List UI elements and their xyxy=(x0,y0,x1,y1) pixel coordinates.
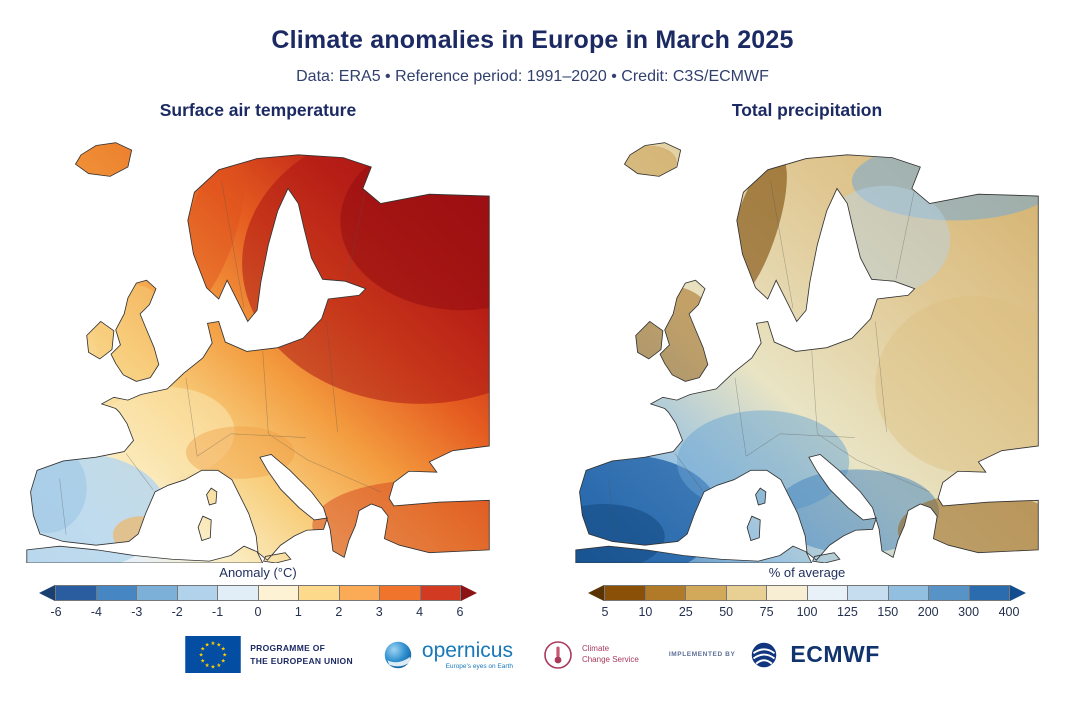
page-subtitle: Data: ERA5 • Reference period: 1991–2020… xyxy=(296,68,769,85)
copernicus-tagline: Europe's eyes on Earth xyxy=(445,662,513,670)
colorbar-segment xyxy=(56,586,96,600)
page-title: Climate anomalies in Europe in March 202… xyxy=(271,26,794,54)
colorbar-tick-label: 4 xyxy=(416,605,424,619)
colorbar-tick-label: -1 xyxy=(212,605,224,619)
colorbar-segment xyxy=(848,586,888,600)
climate-change-service-text: Climate Change Service xyxy=(582,644,639,666)
colorbar-tick-label: 2 xyxy=(335,605,343,619)
precipitation-legend: % of average 5 10 25 50 75 100 125 150 200 300 400 xyxy=(555,565,1060,620)
colorbar-tick-label: 25 xyxy=(678,605,693,619)
colorbar-tick-label: -2 xyxy=(171,605,183,619)
ecmwf-logo: IMPLEMENTED BY ECMWF xyxy=(669,641,880,669)
colorbar-tick-label: 50 xyxy=(719,605,734,619)
colorbar-segments xyxy=(55,585,461,601)
colorbar-arrow-left xyxy=(588,585,604,601)
colorbar-tick-label: 125 xyxy=(836,605,858,619)
copernicus-wordmark: opernicus xyxy=(421,638,513,662)
svg-text:★: ★ xyxy=(221,657,226,664)
colorbar-segment xyxy=(686,586,726,600)
colorbar-tick-label: 200 xyxy=(917,605,939,619)
c3s-line1: Climate xyxy=(581,643,610,653)
svg-text:★: ★ xyxy=(205,641,210,648)
colorbar-tick-label: 5 xyxy=(601,605,609,619)
svg-text:★: ★ xyxy=(217,662,222,669)
colorbar-segment xyxy=(137,586,177,600)
copernicus-globe-icon xyxy=(384,641,412,668)
climate-change-service-logo: Climate Change Service xyxy=(543,640,639,670)
eu-programme-line1: PROGRAMME OF xyxy=(250,643,326,654)
colorbar-tick-label: -4 xyxy=(90,605,102,619)
implemented-by-label: IMPLEMENTED BY xyxy=(668,651,736,658)
colorbar-tick-label: 0 xyxy=(254,605,262,619)
colorbar-segment xyxy=(420,586,460,600)
footer-logos: ★ ★ ★ ★ ★ ★ ★ ★ ★ ★ ★ ★ PROGRAMME OF THE EUROPEAN U… xyxy=(0,636,1065,673)
temperature-legend: Anomaly (°C) -6 -4 -3 -2 -1 0 1 2 3 4 6 xyxy=(6,565,511,620)
ecmwf-wordmark: ECMWF xyxy=(790,641,880,667)
copernicus-logo: opernicus Europe's eyes on Earth xyxy=(383,640,513,670)
colorbar-segment xyxy=(645,586,685,600)
colorbar-segment xyxy=(929,586,969,600)
svg-text:★: ★ xyxy=(200,657,205,664)
colorbar-segment xyxy=(299,586,339,600)
svg-text:★: ★ xyxy=(205,662,210,669)
colorbar-segment xyxy=(807,586,847,600)
svg-text:★: ★ xyxy=(199,652,204,659)
precipitation-legend-title: % of average xyxy=(768,565,846,580)
colorbar-segment xyxy=(177,586,217,600)
svg-text:★: ★ xyxy=(211,663,216,670)
svg-text:★: ★ xyxy=(221,646,226,653)
temperature-legend-title: Anomaly (°C) xyxy=(219,565,297,580)
colorbar-tick-label: 10 xyxy=(638,605,653,619)
colorbar-segment xyxy=(605,586,645,600)
colorbar-segments xyxy=(604,585,1010,601)
eu-flag-icon: ★ ★★★★★★★★★★★ xyxy=(185,636,241,673)
colorbar-segment xyxy=(258,586,298,600)
svg-text:★: ★ xyxy=(222,652,227,659)
temperature-map xyxy=(25,123,490,563)
colorbar-segment xyxy=(726,586,766,600)
c3s-line2: Change Service xyxy=(581,654,639,664)
svg-text:★: ★ xyxy=(217,641,222,648)
eu-programme-text: PROGRAMME OF THE EUROPEAN UNION xyxy=(250,642,353,667)
precipitation-panel-title: Total precipitation xyxy=(731,100,883,120)
colorbar-tick-label: -3 xyxy=(131,605,143,619)
temperature-colorbar xyxy=(38,585,478,601)
ecmwf-icon xyxy=(752,642,777,667)
colorbar-arrow-right xyxy=(1010,585,1026,601)
colorbar-tick-label: 1 xyxy=(294,605,302,619)
colorbar-tick-label: 400 xyxy=(998,605,1020,619)
temperature-colorbar-ticks: -6 -4 -3 -2 -1 0 1 2 3 4 6 xyxy=(38,605,478,620)
precipitation-colorbar xyxy=(587,585,1027,601)
colorbar-segment xyxy=(218,586,258,600)
colorbar-tick-label: 100 xyxy=(796,605,818,619)
eu-stars: ★ ★★★★★★★★★★★ xyxy=(199,640,228,671)
colorbar-segment xyxy=(339,586,379,600)
precipitation-panel: Total precipitation xyxy=(555,100,1060,620)
colorbar-tick-label: 6 xyxy=(456,605,464,619)
colorbar-tick-label: 75 xyxy=(759,605,774,619)
colorbar-tick-label: 3 xyxy=(375,605,383,619)
colorbar-segment xyxy=(767,586,807,600)
colorbar-tick-label: -6 xyxy=(50,605,62,619)
svg-text:★: ★ xyxy=(200,646,205,653)
precipitation-map xyxy=(574,123,1039,563)
copernicus-text: opernicus Europe's eyes on Earth xyxy=(422,640,513,670)
colorbar-tick-label: 150 xyxy=(877,605,899,619)
colorbar-segment xyxy=(969,586,1009,600)
eu-programme-logo: ★ ★ ★ ★ ★ ★ ★ ★ ★ ★ ★ ★ PROGRAMME OF THE EUROPEAN U… xyxy=(185,636,353,673)
colorbar-segment xyxy=(380,586,420,600)
eu-programme-line2: THE EUROPEAN UNION xyxy=(250,655,353,666)
colorbar-tick-label: 300 xyxy=(958,605,980,619)
temperature-panel: Surface air temperature xyxy=(6,100,511,620)
svg-text:★: ★ xyxy=(211,640,216,647)
colorbar-arrow-left xyxy=(39,585,55,601)
colorbar-segment xyxy=(96,586,136,600)
temperature-panel-title: Surface air temperature xyxy=(159,100,357,120)
thermometer-icon xyxy=(544,640,572,669)
colorbar-segment xyxy=(888,586,928,600)
maps-row: Surface air temperature xyxy=(0,100,1065,620)
precipitation-colorbar-ticks: 5 10 25 50 75 100 125 150 200 300 400 xyxy=(587,605,1027,620)
colorbar-arrow-right xyxy=(461,585,477,601)
